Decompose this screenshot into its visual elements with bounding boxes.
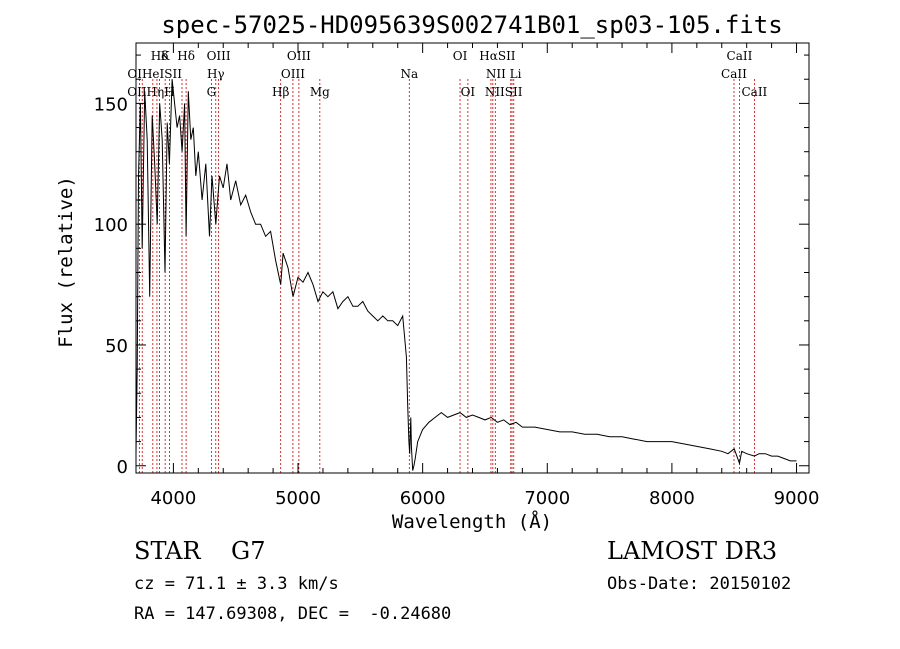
line-label: HαSII [479,49,516,63]
x-tick-label: 9000 [774,488,820,509]
line-label: OI [461,85,476,99]
line-label: Mg [310,85,330,99]
line-label: G [207,85,217,99]
velocity-readout: cz = 71.1 ± 3.3 km/s [134,574,339,594]
x-tick-label: 8000 [649,488,695,509]
line-label: CaII [727,49,753,63]
spectrum-line [135,79,797,471]
x-axis-label: Wavelength (Å) [392,510,552,533]
chart-title: spec-57025-HD095639S002741B01_sp03-105.f… [161,11,782,39]
line-label: OIII [207,49,231,63]
line-label: Hδ [177,49,195,63]
line-label: Hγ [207,67,225,81]
line-label: OI [453,49,468,63]
x-tick-label: 5000 [275,488,321,509]
line-label: CaII [741,85,767,99]
line-label: Na [400,67,418,81]
obs-date: Obs-Date: 20150102 [607,574,792,594]
y-tick-label: 150 [94,94,128,115]
x-axis-ticks: 4000 5000 6000 7000 8000 9000 [150,43,819,509]
line-label: OIII [281,67,305,81]
line-label: OIII [287,49,311,63]
line-label: NII Li [486,67,522,81]
plot-frame [135,42,810,474]
line-label: Hβ [272,85,289,99]
line-label: OIIHηH [127,85,174,99]
y-tick-label: 50 [105,336,128,357]
y-axis-ticks: 0 50 100 150 [94,54,809,478]
line-label: Hδ [151,49,169,63]
y-axis-label: Flux (relative) [55,176,77,348]
line-label: NIISII [485,85,523,99]
x-tick-label: 4000 [150,488,196,509]
x-tick-label: 6000 [400,488,446,509]
line-label: CaII [721,67,747,81]
x-tick-label: 7000 [524,488,570,509]
coordinates: RA = 147.69308, DEC = -0.24680 [134,604,452,624]
survey-label: LAMOST DR3 [607,537,778,565]
class-label: STAR G7 [134,537,266,565]
line-label: OIHeISII [127,67,182,81]
line-label: K [161,49,171,63]
y-tick-label: 100 [94,215,128,236]
line-markers [138,79,755,473]
y-tick-label: 0 [117,457,128,478]
